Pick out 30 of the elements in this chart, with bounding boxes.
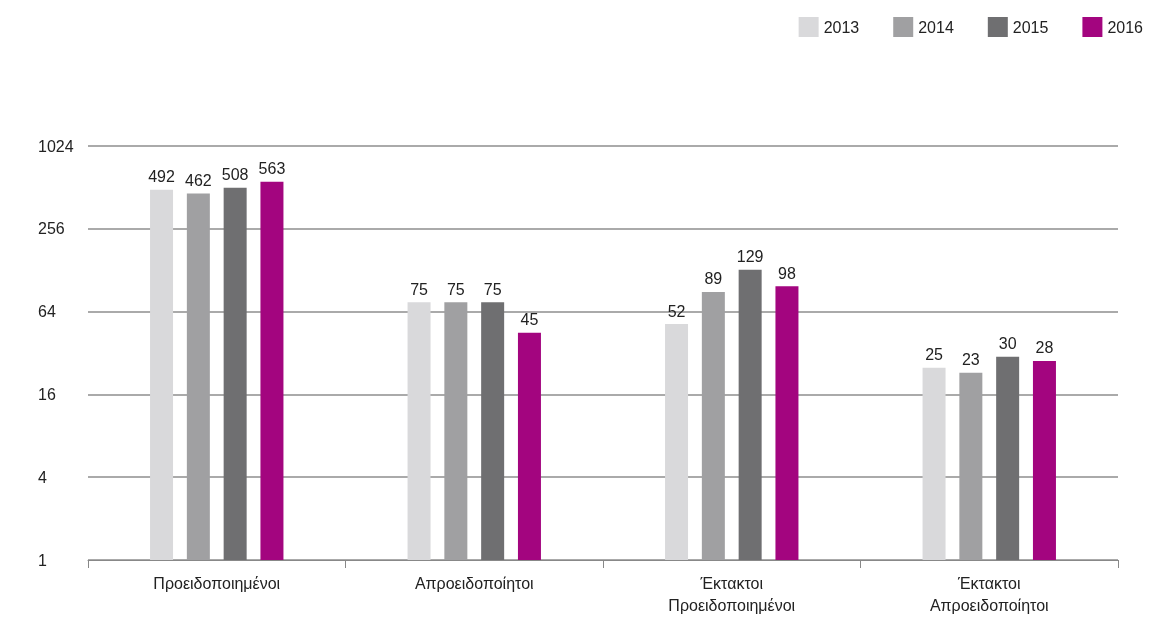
data-label: 75 [483, 280, 502, 298]
data-label: 23 [961, 351, 980, 369]
legend-label: 2013 [823, 18, 860, 36]
y-tick-label: 1024 [38, 137, 74, 155]
y-tick-label: 256 [38, 220, 65, 238]
data-label: 462 [185, 172, 212, 190]
data-label: 75 [446, 280, 465, 298]
data-label: 45 [520, 311, 539, 329]
data-label: 75 [410, 280, 429, 298]
legend-label: 2015 [1012, 18, 1049, 36]
x-tick-label: Έκτακτοι Προειδοποιημένοι [668, 574, 796, 614]
data-label: 25 [925, 346, 944, 364]
y-tick-label: 1 [38, 551, 47, 569]
legend-label: 2014 [918, 18, 954, 36]
y-tick-label: 64 [38, 303, 56, 321]
x-tick-label: Έκτακτοι Απροειδοποίητοι [929, 574, 1050, 614]
data-label: 492 [148, 168, 175, 186]
data-label: 563 [258, 160, 286, 178]
data-label: 52 [667, 302, 686, 320]
data-label: 98 [778, 264, 796, 282]
data-label: 28 [1035, 339, 1054, 357]
data-label: 89 [704, 270, 723, 288]
x-tick-label: Προειδοποιημένοι [153, 574, 281, 592]
data-label: 129 [736, 248, 764, 266]
y-tick-label: 4 [38, 468, 47, 486]
y-tick-label: 16 [38, 385, 56, 403]
x-tick-label: Απροειδοποίητοι [414, 574, 535, 592]
legend-label: 2016 [1107, 18, 1144, 36]
data-label: 30 [998, 335, 1017, 353]
data-label: 508 [221, 166, 249, 184]
